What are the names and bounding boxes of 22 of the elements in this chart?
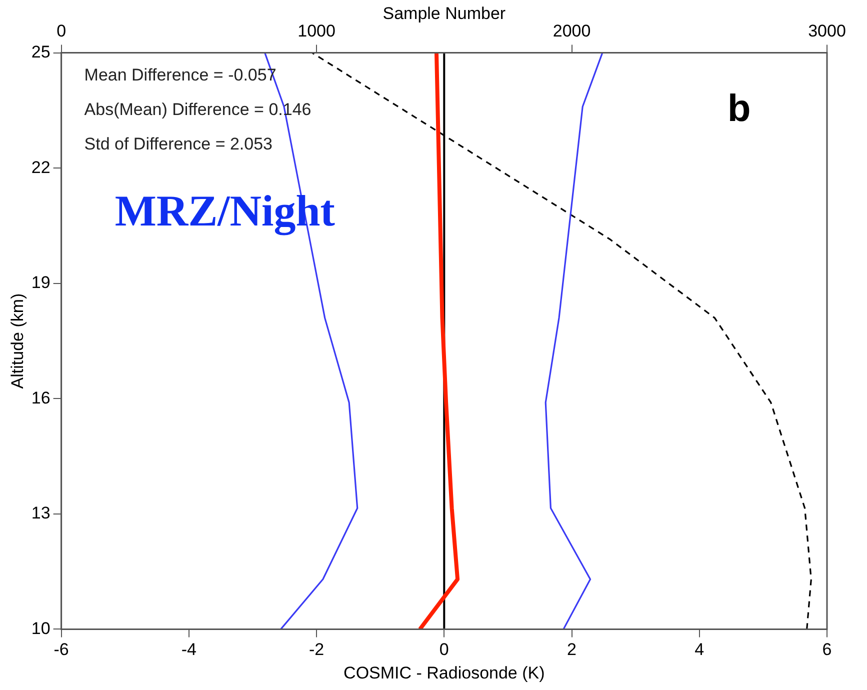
y-tick-label: 10 bbox=[31, 618, 50, 638]
x-tick-label: 6 bbox=[822, 640, 832, 660]
annotation: Std of Difference = 2.053 bbox=[84, 134, 273, 154]
x-tick-label: -2 bbox=[308, 640, 324, 660]
y-tick-label: 25 bbox=[31, 42, 50, 62]
x-tick-label: 0 bbox=[439, 640, 449, 660]
x2-tick-label: 1000 bbox=[298, 21, 336, 40]
x-tick-label: 2 bbox=[567, 640, 577, 660]
x-tick-label: 4 bbox=[694, 640, 704, 660]
y-tick-label: 13 bbox=[31, 504, 50, 523]
y-tick-label: 19 bbox=[31, 273, 50, 292]
x-tick-label: -6 bbox=[54, 640, 69, 660]
y-tick-label: 22 bbox=[31, 158, 50, 177]
annotation: b bbox=[727, 88, 751, 130]
x-tick-label: -4 bbox=[181, 640, 196, 660]
x2-axis-title: Sample Number bbox=[382, 4, 506, 23]
x-axis-title: COSMIC - Radiosonde (K) bbox=[344, 663, 545, 682]
y-axis-title: Altitude (km) bbox=[8, 293, 27, 389]
y-tick-label: 16 bbox=[31, 388, 50, 408]
x2-tick-label: 3000 bbox=[808, 21, 846, 40]
x2-tick-label: 2000 bbox=[552, 21, 591, 40]
x2-tick-label: 0 bbox=[56, 21, 66, 40]
